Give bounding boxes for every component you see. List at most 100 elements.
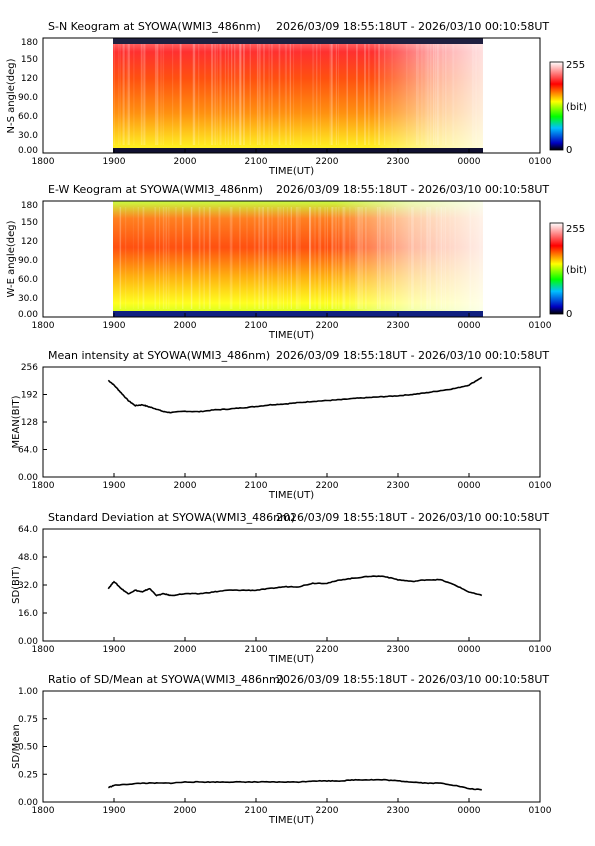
keogram-streak <box>289 44 291 145</box>
keogram-streak <box>443 207 445 309</box>
x-tick-label: 1800 <box>32 321 55 331</box>
keogram-streak <box>293 44 295 145</box>
series-line <box>107 376 483 414</box>
keogram-streak <box>284 44 288 145</box>
keogram-streak <box>392 207 393 309</box>
keogram-streak <box>316 44 318 145</box>
keogram-streak <box>122 44 125 145</box>
keogram-streak <box>261 207 264 309</box>
keogram-streak <box>263 44 265 145</box>
keogram-streak <box>416 44 418 145</box>
y-tick-label: 120 <box>21 74 38 84</box>
keogram-streak <box>192 44 195 145</box>
x-tick-label: 1800 <box>32 481 55 491</box>
keogram-streak <box>474 44 476 145</box>
keogram-streak <box>231 44 233 145</box>
colorbar-max-label: 255 <box>566 60 585 71</box>
keogram-streak <box>426 207 429 309</box>
keogram-streak <box>425 44 427 145</box>
keogram-streak <box>356 44 358 145</box>
keogram-streak <box>313 207 316 309</box>
x-tick-label: 1900 <box>103 481 126 491</box>
keogram-streak <box>426 207 429 309</box>
chart-ylabel: SD/Mean <box>11 724 22 769</box>
x-tick-label: 0000 <box>458 321 481 331</box>
keogram-streak <box>156 44 160 145</box>
chart-time-range: 2026/03/09 18:55:18UT - 2026/03/10 00:10… <box>276 511 549 524</box>
keogram-streak <box>193 44 196 145</box>
keogram-streak <box>190 207 192 309</box>
keogram-streak <box>438 207 441 309</box>
y-tick-label: 90.0 <box>18 256 38 266</box>
keogram-streak <box>156 44 158 145</box>
line-chart-3: Ratio of SD/Mean at SYOWA(WMI3_486nm)202… <box>11 673 552 826</box>
keogram-streak <box>335 207 337 309</box>
y-tick-label: 1.00 <box>18 687 38 697</box>
keogram-streak <box>172 44 174 145</box>
keogram-streak <box>243 44 245 145</box>
keogram-streak <box>341 207 344 309</box>
keogram-streak <box>286 207 288 309</box>
y-tick-label: 0.00 <box>18 473 38 483</box>
keogram-streak <box>279 207 282 309</box>
y-tick-label: 64.0 <box>18 446 38 456</box>
x-tick-label: 2000 <box>174 321 197 331</box>
x-tick-label: 2100 <box>245 157 268 167</box>
keogram-streak <box>127 44 131 145</box>
keogram-streak <box>126 44 128 145</box>
keogram-streak <box>123 44 125 145</box>
keogram-streak <box>429 207 431 309</box>
keogram-streak <box>309 207 311 309</box>
keogram-streak <box>142 207 145 309</box>
y-tick-label: 0.25 <box>18 770 38 780</box>
keogram-streak <box>445 44 447 145</box>
keogram-streak <box>454 207 456 309</box>
x-tick-label: 2200 <box>316 321 339 331</box>
colorbar-min-label: 0 <box>566 145 572 156</box>
keogram-streak <box>282 207 285 309</box>
sn-keogram-frame <box>42 37 541 154</box>
keogram-streak <box>295 207 298 309</box>
keogram-streak <box>211 44 214 145</box>
x-tick-label: 2300 <box>387 157 410 167</box>
keogram-streak <box>256 44 259 145</box>
keogram-streak <box>143 44 145 145</box>
keogram-streak <box>271 44 273 145</box>
y-tick-label: 180 <box>21 201 38 211</box>
chart-frame <box>42 366 541 478</box>
x-axis-label: TIME(UT) <box>268 166 314 177</box>
ew-keogram-time-range: 2026/03/09 18:55:18UT - 2026/03/10 00:10… <box>276 183 549 196</box>
keogram-streak <box>434 44 437 145</box>
keogram-streak <box>346 44 349 145</box>
keogram-streak <box>124 207 127 309</box>
keogram-streak <box>376 207 379 309</box>
keogram-streak <box>229 207 232 309</box>
keogram-streak <box>140 44 143 145</box>
x-tick-label: 0100 <box>529 806 552 816</box>
keogram-streak <box>356 44 358 145</box>
keogram-streak <box>472 44 474 145</box>
y-tick-label: 0.75 <box>18 715 38 725</box>
y-tick-label: 32.0 <box>18 581 38 591</box>
ew-keogram-frame <box>42 200 541 318</box>
y-tick-label: 0.00 <box>18 146 38 156</box>
keogram-streak <box>118 44 120 145</box>
keogram-streak <box>309 207 311 309</box>
line-chart-2: Standard Deviation at SYOWA(WMI3_486nm)2… <box>11 511 552 665</box>
x-tick-label: 2000 <box>174 157 197 167</box>
keogram-streak <box>259 44 261 145</box>
chart-time-range: 2026/03/09 18:55:18UT - 2026/03/10 00:10… <box>276 349 549 362</box>
x-tick-label: 1800 <box>32 806 55 816</box>
keogram-streak <box>179 44 182 145</box>
x-tick-label: 2100 <box>245 645 268 655</box>
y-tick-label: 150 <box>21 55 38 65</box>
keogram-streak <box>369 44 371 145</box>
keogram-streak <box>155 44 158 145</box>
keogram-streak <box>290 207 292 309</box>
keogram-streak <box>335 44 338 145</box>
keogram-streak <box>289 44 292 145</box>
keogram-streak <box>154 207 157 309</box>
keogram-streak <box>410 207 412 309</box>
ew-keogram-panel: E-W Keogram at SYOWA(WMI3_486nm) 2026/03… <box>6 183 587 341</box>
